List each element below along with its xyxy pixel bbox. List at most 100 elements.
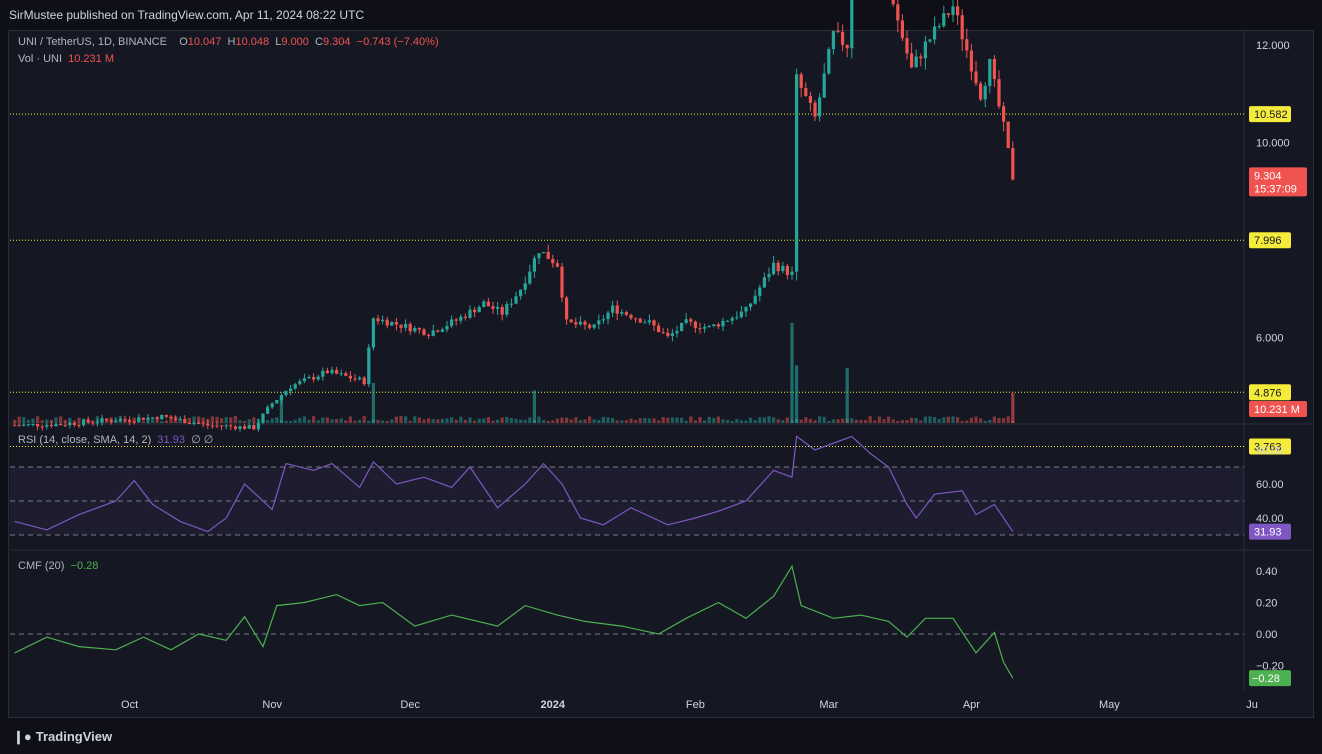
candle-body bbox=[698, 327, 702, 329]
candle-body bbox=[413, 327, 417, 332]
volume-bar bbox=[49, 419, 53, 423]
volume-bar bbox=[689, 416, 693, 423]
rsi-extra: ∅ ∅ bbox=[191, 434, 214, 446]
volume-spike-bar bbox=[532, 390, 536, 423]
candle-body bbox=[532, 258, 536, 272]
volume-bar bbox=[192, 416, 196, 423]
candle-body bbox=[482, 301, 486, 308]
candle-body bbox=[284, 391, 288, 396]
candle-body bbox=[785, 265, 789, 275]
candle-body bbox=[974, 71, 978, 84]
volume-bar bbox=[63, 419, 67, 423]
candle-body bbox=[206, 423, 210, 426]
volume-bar bbox=[233, 416, 237, 423]
candle-body bbox=[36, 423, 40, 427]
level-tag-label: 7.996 bbox=[1254, 235, 1282, 247]
volume-bar bbox=[128, 419, 132, 423]
candle-body bbox=[394, 321, 398, 325]
volume-bar bbox=[675, 417, 679, 423]
candle-body bbox=[307, 377, 311, 379]
volume-bar bbox=[652, 418, 656, 423]
volume-bar bbox=[151, 418, 155, 423]
rsi-last-tag-label: 31.93 bbox=[1254, 527, 1282, 539]
last-price-label: 9.304 bbox=[1254, 170, 1282, 182]
rsi-last-tag-bg bbox=[1249, 523, 1291, 540]
low-value: 9.000 bbox=[281, 36, 309, 48]
volume-bar bbox=[877, 416, 881, 423]
candle-body bbox=[348, 375, 352, 379]
candle-body bbox=[730, 317, 734, 321]
open-value: 10.047 bbox=[187, 36, 222, 48]
candle-body bbox=[404, 323, 408, 328]
volume-bar bbox=[873, 420, 877, 423]
x-axis-tick: Oct bbox=[121, 699, 138, 711]
footer: ❙● TradingView bbox=[0, 718, 1322, 754]
candle-body bbox=[735, 317, 739, 319]
cmf-tick: 0.00 bbox=[1256, 629, 1277, 641]
candle-body bbox=[611, 305, 615, 313]
volume-bar bbox=[569, 419, 573, 423]
volume-bar bbox=[174, 416, 178, 423]
volume-bar bbox=[822, 416, 826, 423]
chart-frame[interactable] bbox=[8, 30, 1314, 718]
level-tag-label: 4.876 bbox=[1254, 387, 1282, 399]
candle-body bbox=[670, 333, 674, 336]
brand[interactable]: ❙● TradingView bbox=[13, 729, 112, 745]
volume-bar bbox=[891, 419, 895, 423]
volume-bar bbox=[804, 417, 808, 423]
candle-body bbox=[141, 417, 145, 420]
volume-bar bbox=[229, 417, 233, 423]
candle-body bbox=[247, 425, 251, 429]
volume-bar bbox=[716, 416, 720, 423]
candle-body bbox=[919, 56, 923, 59]
volume-bar bbox=[302, 416, 306, 423]
volume-bar bbox=[776, 419, 780, 423]
candle-body bbox=[546, 251, 550, 259]
volume-bar bbox=[224, 417, 228, 423]
candle-body bbox=[210, 425, 214, 427]
candle-body bbox=[979, 83, 983, 100]
candle-body bbox=[450, 319, 454, 326]
candle-body bbox=[22, 424, 26, 426]
candle-body bbox=[808, 95, 812, 103]
volume-bar bbox=[808, 418, 812, 423]
candle-body bbox=[946, 13, 950, 15]
candle-body bbox=[942, 13, 946, 27]
candle-body bbox=[505, 304, 509, 315]
candle-body bbox=[781, 265, 785, 272]
volume-bar bbox=[519, 419, 523, 423]
candle-body bbox=[937, 26, 941, 28]
volume-bar bbox=[933, 417, 937, 423]
volume-bar bbox=[238, 420, 242, 423]
candle-body bbox=[615, 305, 619, 314]
candle-body bbox=[634, 318, 638, 320]
volume-bar bbox=[105, 419, 109, 423]
candle-body bbox=[201, 423, 205, 425]
volume-bar bbox=[82, 418, 86, 423]
candle-body bbox=[703, 326, 707, 329]
volume-bar bbox=[753, 420, 757, 423]
candle-body bbox=[542, 251, 546, 254]
candle-body bbox=[72, 422, 76, 425]
cmf-tick: 0.40 bbox=[1256, 566, 1277, 578]
volume-bar bbox=[818, 416, 822, 423]
volume-bar bbox=[445, 418, 449, 423]
volume-bar bbox=[59, 416, 63, 423]
candle-body bbox=[647, 320, 651, 323]
volume-bar bbox=[459, 416, 463, 423]
candle-body bbox=[744, 306, 748, 312]
volume-bar bbox=[187, 417, 191, 423]
candle-body bbox=[560, 266, 564, 298]
candle-body bbox=[988, 59, 992, 86]
volume-bar bbox=[868, 416, 872, 423]
volume-bar bbox=[666, 417, 670, 423]
chart-svg[interactable]: 6.0008.00010.00012.00014.00018.00016.073… bbox=[0, 0, 1322, 718]
candle-body bbox=[477, 307, 481, 313]
candle-body bbox=[776, 262, 780, 272]
volume-bar bbox=[206, 418, 210, 423]
candle-body bbox=[155, 417, 159, 420]
volume-bar bbox=[712, 417, 716, 423]
volume-bar bbox=[482, 418, 486, 423]
volume-bar bbox=[698, 416, 702, 423]
candle-body bbox=[1006, 121, 1010, 149]
